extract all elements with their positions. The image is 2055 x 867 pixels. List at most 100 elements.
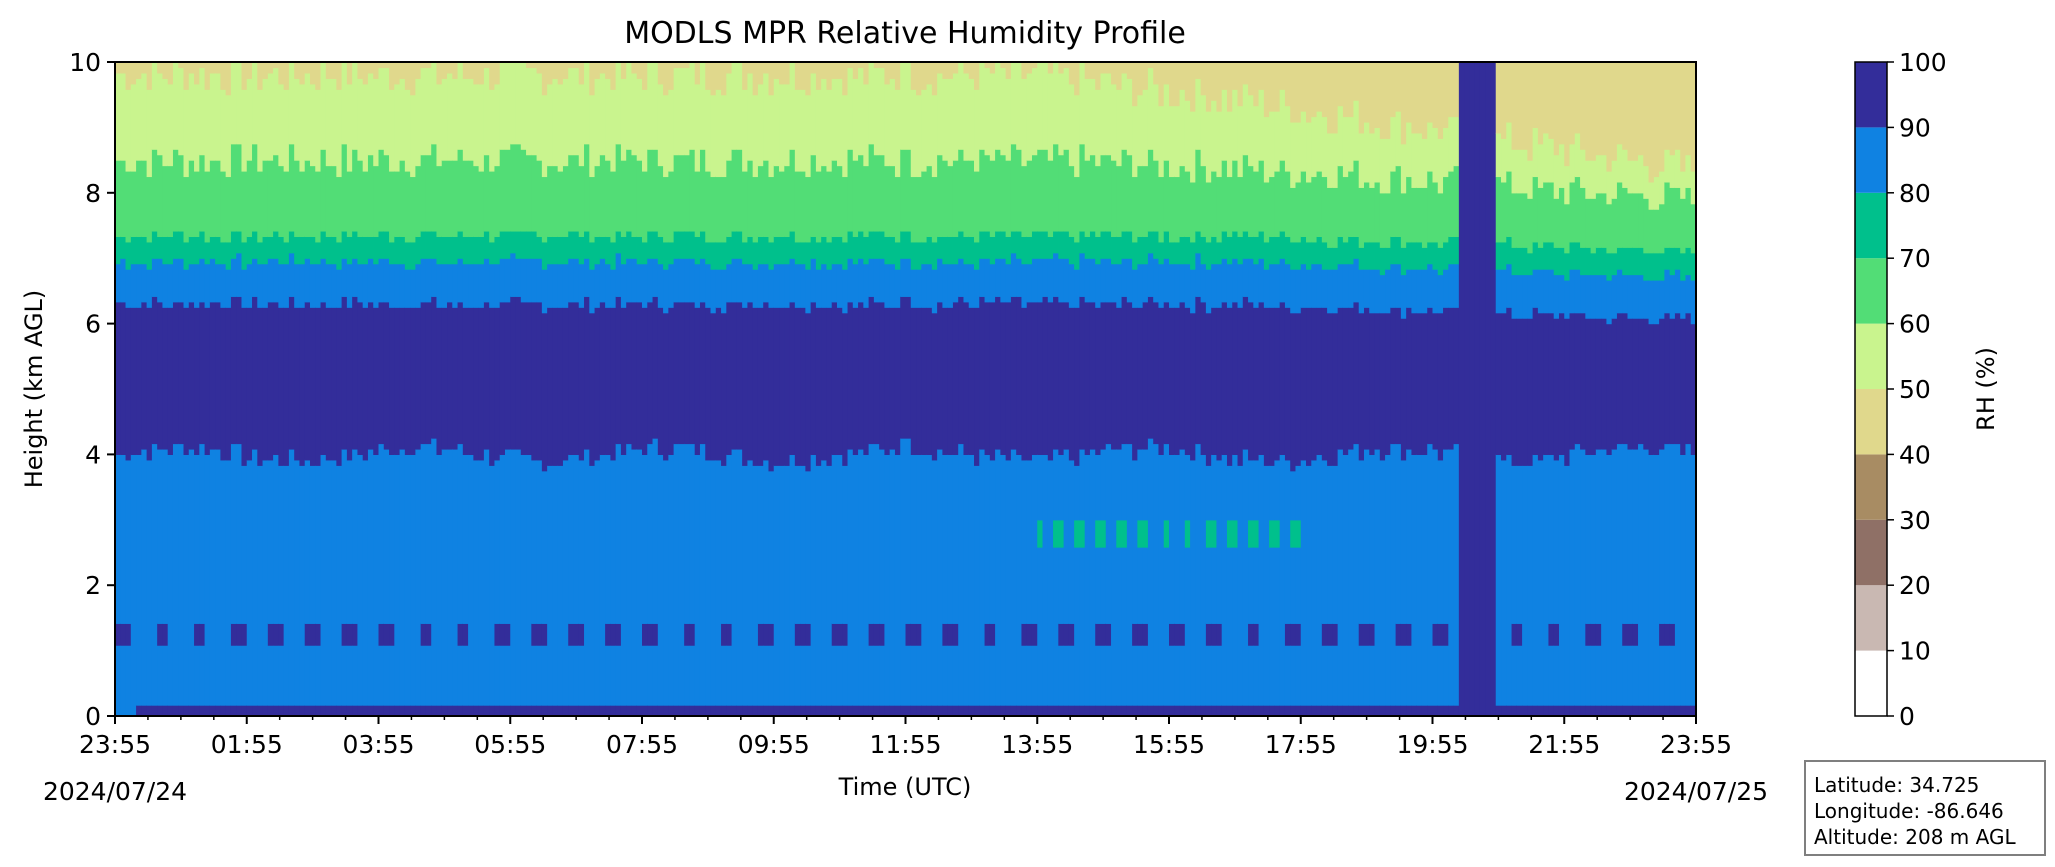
rh-cell bbox=[341, 645, 348, 706]
rh-cell bbox=[483, 67, 490, 156]
rh-cell bbox=[188, 705, 195, 716]
rh-cell bbox=[1074, 705, 1081, 716]
rh-cell bbox=[1595, 318, 1602, 450]
rh-cell bbox=[784, 236, 791, 265]
rh-cell bbox=[636, 236, 643, 265]
rh-cell bbox=[257, 89, 264, 172]
rh-cell bbox=[531, 62, 538, 69]
rh-cell bbox=[541, 269, 548, 314]
rh-cell bbox=[726, 263, 733, 303]
rh-cell bbox=[1142, 301, 1149, 450]
rh-cell bbox=[1406, 121, 1413, 178]
rh-cell bbox=[1527, 160, 1534, 199]
rh-cell bbox=[389, 307, 395, 455]
rh-cell bbox=[1390, 705, 1397, 716]
rh-cell bbox=[1169, 705, 1175, 716]
rh-cell bbox=[620, 62, 627, 79]
rh-cell bbox=[836, 623, 843, 646]
rh-cell bbox=[157, 645, 164, 706]
rh-cell bbox=[1037, 62, 1044, 150]
rh-cell bbox=[900, 230, 907, 259]
rh-cell bbox=[547, 465, 554, 706]
rh-cell bbox=[1258, 62, 1265, 90]
rh-cell bbox=[726, 301, 733, 455]
rh-cell bbox=[304, 62, 311, 74]
rh-cell bbox=[742, 263, 748, 308]
rh-cell bbox=[710, 94, 717, 178]
rh-cell bbox=[1284, 171, 1291, 237]
rh-cell bbox=[1585, 705, 1592, 716]
rh-cell bbox=[1574, 132, 1581, 178]
rh-cell bbox=[763, 62, 770, 74]
rh-cell bbox=[1274, 547, 1281, 706]
rh-cell bbox=[1432, 127, 1439, 183]
rh-cell bbox=[1269, 111, 1275, 178]
rh-cell bbox=[462, 160, 469, 237]
rh-cell bbox=[1195, 78, 1202, 150]
rh-cell bbox=[1580, 247, 1586, 276]
rh-cell bbox=[1184, 547, 1191, 706]
rh-cell bbox=[868, 62, 875, 145]
rh-cell bbox=[942, 307, 949, 455]
rh-cell bbox=[1253, 705, 1260, 716]
rh-cell bbox=[1184, 307, 1191, 455]
rh-cell bbox=[1690, 323, 1696, 455]
rh-cell bbox=[336, 62, 343, 90]
rh-cell bbox=[1342, 176, 1349, 243]
rh-cell bbox=[1026, 72, 1033, 161]
rh-cell bbox=[1195, 252, 1202, 297]
rh-cell bbox=[1205, 62, 1212, 112]
rh-cell bbox=[1158, 454, 1165, 706]
rh-cell bbox=[273, 230, 279, 259]
rh-cell bbox=[815, 705, 822, 716]
rh-cell bbox=[742, 465, 748, 706]
rh-cell bbox=[1421, 247, 1428, 270]
rh-cell bbox=[1548, 623, 1555, 646]
rh-cell bbox=[1674, 312, 1681, 445]
rh-cell bbox=[241, 269, 248, 308]
rh-cell bbox=[346, 459, 353, 624]
rh-cell bbox=[926, 263, 933, 308]
rh-cell bbox=[1205, 645, 1212, 706]
rh-cell bbox=[1242, 448, 1249, 706]
rh-cell bbox=[1300, 459, 1307, 706]
rh-cell bbox=[784, 165, 791, 237]
rh-cell bbox=[1506, 705, 1513, 716]
rh-cell bbox=[916, 241, 922, 270]
rh-cell bbox=[1316, 111, 1323, 172]
rh-cell bbox=[1269, 705, 1275, 716]
rh-cell bbox=[410, 454, 416, 706]
rh-cell bbox=[884, 62, 891, 85]
rh-cell bbox=[294, 160, 301, 237]
rh-cell bbox=[642, 241, 648, 265]
rh-cell bbox=[1037, 301, 1044, 455]
rh-cell bbox=[1395, 263, 1402, 308]
rh-cell bbox=[852, 78, 859, 161]
rh-cell bbox=[120, 623, 127, 646]
rh-cell bbox=[1100, 448, 1107, 521]
rh-cell bbox=[1021, 705, 1028, 716]
rh-cell bbox=[362, 705, 369, 716]
rh-cell bbox=[278, 623, 285, 646]
rh-cell bbox=[1253, 263, 1260, 308]
rh-cell bbox=[1685, 443, 1692, 706]
rh-cell bbox=[921, 89, 928, 172]
rh-cell bbox=[1664, 269, 1671, 314]
rh-cell bbox=[952, 645, 959, 706]
rh-cell bbox=[958, 443, 965, 706]
rh-cell bbox=[1511, 623, 1518, 646]
rh-cell bbox=[531, 258, 538, 303]
rh-cell bbox=[215, 301, 221, 450]
rh-cell bbox=[1406, 645, 1413, 706]
rh-cell bbox=[1558, 62, 1565, 145]
rh-cell bbox=[937, 705, 943, 716]
rh-cell bbox=[599, 454, 606, 706]
rh-cell bbox=[1374, 62, 1381, 128]
rh-cell bbox=[1163, 519, 1170, 548]
rh-cell bbox=[763, 236, 770, 265]
rh-cell bbox=[921, 307, 928, 455]
rh-cell bbox=[1174, 623, 1181, 646]
rh-cell bbox=[805, 62, 812, 96]
rh-cell bbox=[1516, 705, 1523, 716]
rh-cell bbox=[1659, 62, 1665, 172]
